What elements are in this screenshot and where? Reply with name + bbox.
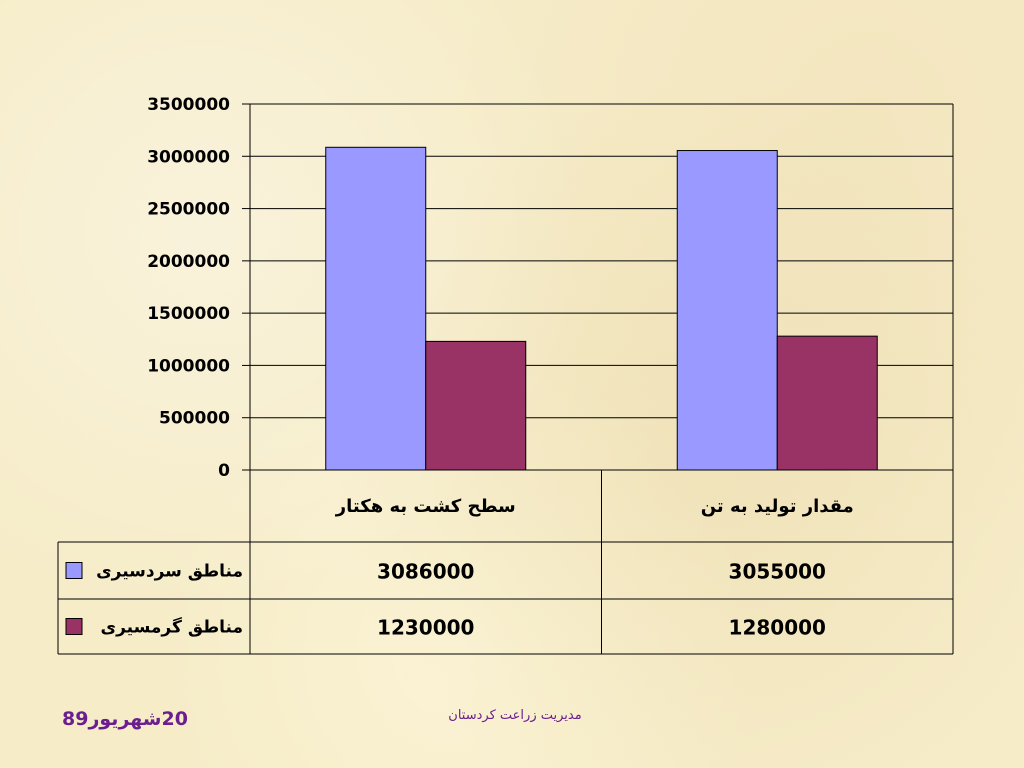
y-tick-label: 1500000 xyxy=(147,304,230,324)
y-tick-label: 1000000 xyxy=(147,356,230,376)
series-label: مناطق سردسیری xyxy=(96,562,243,582)
footer-date: 20شهریور89 xyxy=(62,708,188,730)
bar xyxy=(325,146,427,471)
y-tick-label: 2000000 xyxy=(147,252,230,272)
legend-key xyxy=(65,618,83,635)
legend-key xyxy=(65,562,83,579)
data-label: 3055000 xyxy=(729,560,826,584)
data-label: 1280000 xyxy=(729,616,826,640)
bar xyxy=(776,335,878,471)
y-tick-label: 3500000 xyxy=(147,95,230,115)
y-tick-label: 0 xyxy=(218,461,230,481)
y-tick-label: 3000000 xyxy=(147,147,230,167)
bar xyxy=(676,150,778,471)
category-label: سطح کشت به هکتار xyxy=(335,496,516,517)
y-tick-label: 500000 xyxy=(159,409,230,429)
bar xyxy=(425,340,527,471)
footer-organization: مدیریت زراعت کردستان xyxy=(448,708,582,723)
category-label: مقدار تولید به تن xyxy=(701,496,854,517)
y-tick-label: 2500000 xyxy=(147,200,230,220)
data-label: 1230000 xyxy=(377,616,474,640)
series-label: مناطق گرمسیری xyxy=(101,617,243,638)
data-label: 3086000 xyxy=(377,560,474,584)
